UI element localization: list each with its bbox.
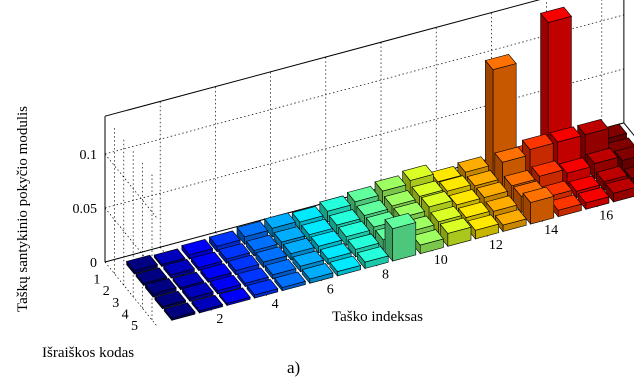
bar-x3-y1 (181, 238, 214, 260)
z-axis-label: Taškų santykinio pokyčio modulis (15, 106, 31, 312)
bar-x14-y5 (522, 186, 555, 225)
bar-x4-y5 (246, 279, 279, 299)
bar-x2-y5 (191, 294, 224, 314)
bar-x12-y5 (467, 214, 500, 240)
x-tick-label: 6 (327, 282, 334, 297)
x-tick-label: 4 (272, 297, 279, 312)
figure-caption: a) (287, 358, 300, 377)
bar-x2-y2 (163, 259, 195, 279)
y-tick-label: 3 (112, 296, 119, 311)
x-tick-label: 8 (382, 268, 389, 283)
axis-edge-floor-right (623, 122, 634, 137)
chart-bars (126, 6, 634, 322)
bar-x11-y5 (439, 217, 472, 248)
y-tick-label: 5 (131, 319, 138, 334)
bar-x16-y1 (540, 6, 572, 164)
x-tick-label: 16 (599, 208, 613, 223)
y-tick-label: 1 (93, 273, 100, 288)
y-axis-label: Išraiškos kodas (42, 345, 134, 361)
bar-x7-y5 (329, 255, 362, 277)
bar-x1-y5 (163, 302, 196, 322)
x-tick-label: 14 (544, 223, 558, 238)
bar-x3-y3 (200, 263, 232, 284)
x-tick-label: 12 (489, 238, 503, 253)
bar-x1-y3 (144, 278, 177, 298)
x-axis-label: Taško indeksas (332, 309, 423, 325)
x-tick-label: 10 (434, 253, 448, 268)
z-grid-line-back (104, 14, 624, 155)
y-tick-label: 2 (103, 284, 110, 299)
bar-x5-y5 (274, 271, 306, 292)
bar-x4-y2 (218, 243, 251, 265)
chart-ticks: 246810121416181234500.050.1 (73, 148, 614, 334)
bar-x8-y5 (356, 246, 389, 270)
x-tick-label: 2 (216, 312, 223, 327)
axis-edge-top (104, 0, 541, 117)
z-grid-line-side (104, 153, 157, 219)
bar-x17-y5 (605, 177, 634, 203)
y-tick-label: 4 (122, 307, 129, 322)
z-grid-line-back (104, 68, 624, 209)
bar-x6-y5 (301, 263, 334, 285)
bar-x3-y4 (209, 274, 242, 295)
bar-x1-y1 (126, 254, 158, 275)
bar-x9-y5 (384, 212, 417, 262)
bar-x1-y4 (154, 290, 187, 310)
bar-x5-y4 (264, 258, 297, 280)
z-tick-label: 0 (90, 256, 97, 271)
z-tick-label: 0.05 (73, 202, 98, 217)
bar-x2-y4 (181, 282, 214, 303)
bar-x16-y5 (577, 187, 610, 211)
bar-x13-y5 (494, 209, 527, 233)
z-grid-line-side (104, 261, 157, 327)
bar-x3-y5 (218, 287, 251, 307)
z-tick-label: 0.1 (80, 148, 98, 163)
bar-x4-y4 (237, 267, 269, 288)
